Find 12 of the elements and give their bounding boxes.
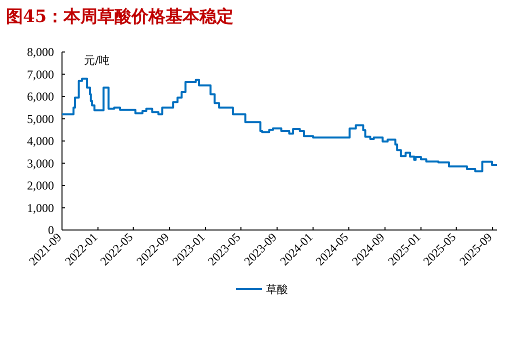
y-tick-label: 1,000 <box>27 200 54 215</box>
y-tick-label: 7,000 <box>27 67 54 82</box>
y-tick-label: 6,000 <box>27 90 54 104</box>
y-tick-label: 0 <box>48 223 54 237</box>
y-tick-label: 3,000 <box>27 156 54 170</box>
y-tick-label: 8,000 <box>27 45 54 59</box>
legend-label: 草酸 <box>266 283 288 296</box>
y-tick-label: 4,000 <box>27 134 54 148</box>
y-tick-label: 2,000 <box>27 178 54 192</box>
y-axis-title: 元/吨 <box>84 54 110 67</box>
chart-title: 图45：本周草酸价格基本稳定 <box>6 7 234 27</box>
y-tick-label: 5,000 <box>27 112 54 126</box>
